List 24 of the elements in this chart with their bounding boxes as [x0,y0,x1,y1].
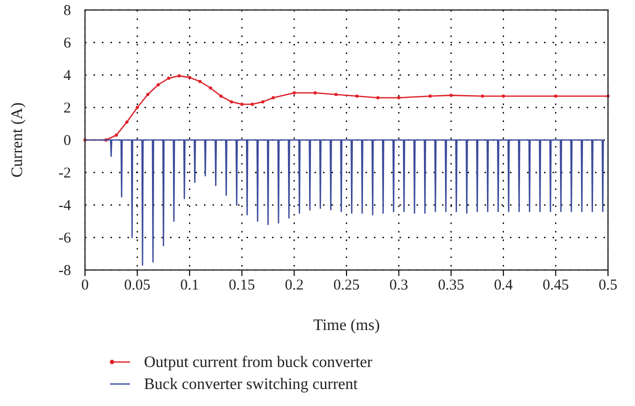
x-tick-label: 0.35 [438,278,464,294]
legend-label: Buck converter switching current [144,376,358,393]
x-axis-title: Time (ms) [313,317,380,334]
x-tick-label: 0.4 [494,278,514,294]
y-tick-label: 4 [64,68,72,84]
y-tick-label: 0 [64,132,71,149]
y-tick-label: -6 [58,230,72,246]
x-tick-label: 0.2 [284,278,304,294]
x-tick-label: 0.05 [124,278,150,294]
x-tick-label: 0.15 [228,278,256,294]
x-tick-label: 0.25 [333,278,360,294]
y-axis-title: Current (A) [9,102,26,178]
x-tick-label: 0.45 [542,278,569,294]
y-tick-label: -2 [58,165,71,182]
y-tick-label: 8 [64,2,71,19]
y-tick-label: 2 [64,100,71,116]
x-tick-label: 0.3 [389,278,408,294]
legend-label: Output current from buck converter [144,354,374,371]
x-tick-label: 0.1 [180,278,199,294]
x-tick-label: 0 [81,278,89,294]
y-tick-label: 6 [64,35,72,52]
y-tick-label: -4 [58,198,72,214]
x-tick-label: 0.5 [598,278,618,294]
y-tick-label: -8 [58,262,71,279]
